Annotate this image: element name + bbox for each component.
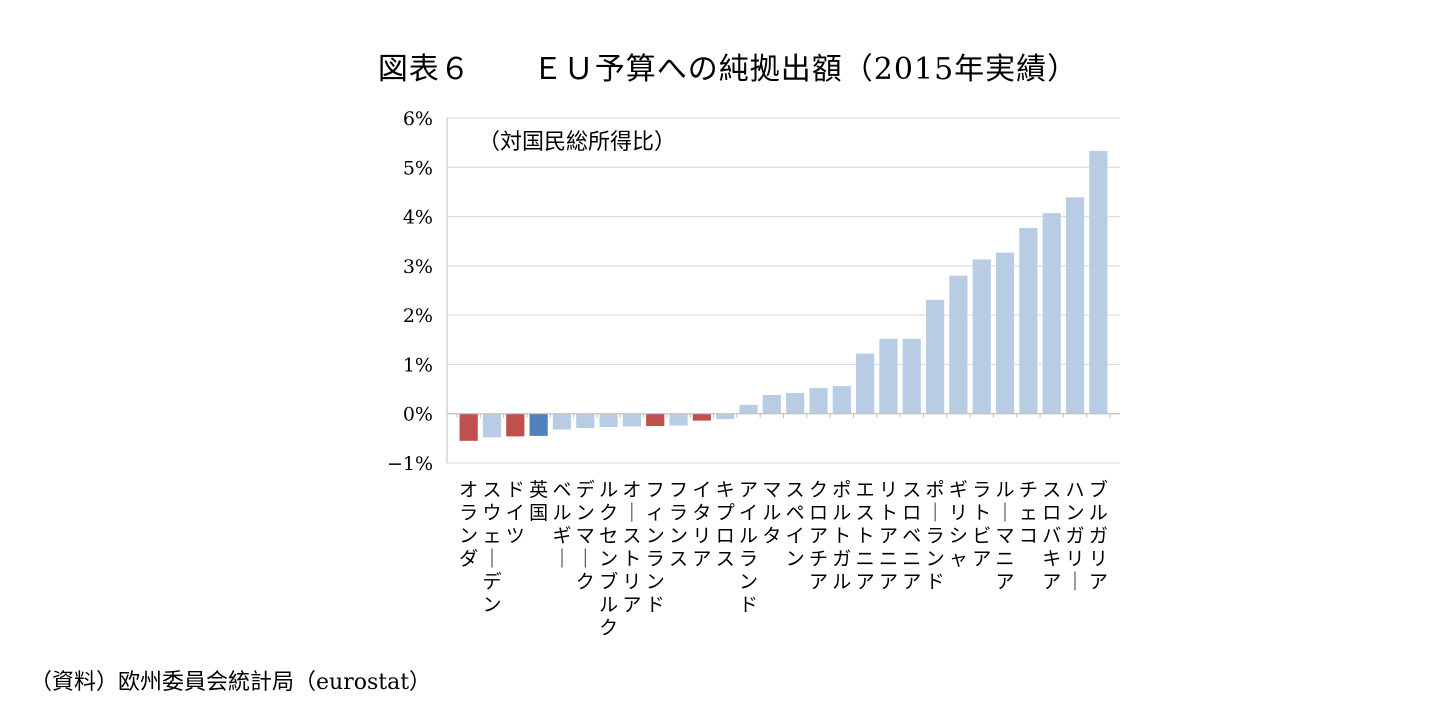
x-tick-label: リトアニア bbox=[879, 479, 898, 593]
x-tick-label: エストニア bbox=[856, 479, 875, 593]
x-tick-label: ギリシャ bbox=[949, 479, 968, 570]
bar bbox=[879, 338, 898, 414]
bar bbox=[506, 413, 525, 437]
bar bbox=[1065, 197, 1085, 414]
bar bbox=[925, 299, 945, 414]
bar bbox=[669, 413, 688, 426]
y-tick-label: 2% bbox=[403, 305, 433, 327]
x-tick-label: スウェ｜デン bbox=[482, 479, 501, 616]
y-tick-label: −1% bbox=[387, 453, 433, 475]
x-tick-label: ドイツ bbox=[506, 479, 525, 547]
bar bbox=[576, 413, 595, 429]
bar bbox=[1019, 227, 1038, 414]
source-note: （資料）欧州委員会統計局（eurostat） bbox=[30, 670, 432, 695]
chart-title: 図表６ ＥＵ予算への純拠出額（2015年実績） bbox=[377, 52, 1079, 87]
bar bbox=[949, 275, 968, 414]
bar bbox=[995, 252, 1015, 414]
x-tick-label: オランダ bbox=[459, 479, 478, 570]
y-tick-label: 6% bbox=[403, 108, 433, 130]
bar bbox=[716, 413, 735, 420]
bar bbox=[1089, 151, 1108, 414]
bar bbox=[856, 353, 875, 414]
x-tick-label: オ｜ストリア bbox=[622, 479, 641, 616]
x-tick-label: スペイン bbox=[786, 479, 805, 570]
bar bbox=[762, 394, 781, 414]
chart-annotation: （対国民総所得比） bbox=[478, 130, 676, 155]
x-tick-label: クロアチア bbox=[809, 479, 828, 593]
bar bbox=[692, 413, 711, 421]
x-tick-label: ポルトガル bbox=[832, 479, 851, 593]
gridlines bbox=[447, 117, 1120, 464]
x-tick-label: 英国 bbox=[529, 479, 548, 524]
y-tick-label: 0% bbox=[403, 404, 433, 426]
x-tick-label: デンマ｜ク bbox=[576, 479, 595, 593]
x-tick-label: スロバキア bbox=[1042, 479, 1061, 593]
bar bbox=[809, 388, 828, 414]
bar bbox=[459, 413, 478, 441]
bar bbox=[482, 413, 502, 438]
bar bbox=[529, 413, 548, 436]
axes bbox=[446, 118, 1120, 463]
y-tick-labels: 6% 5% 4% 3% 2% 1% 0% −1% bbox=[387, 108, 433, 475]
x-tick-label: キプロス bbox=[716, 479, 735, 570]
x-tick-label: チェコ bbox=[1019, 479, 1038, 547]
bars bbox=[459, 151, 1108, 441]
bar bbox=[972, 259, 991, 414]
x-tick-label: マルタ bbox=[762, 479, 781, 547]
x-tick-label: ポ｜ランド bbox=[926, 479, 945, 593]
x-tick-label: ラトビア bbox=[972, 479, 991, 570]
bar bbox=[552, 413, 572, 430]
bar bbox=[646, 413, 665, 427]
x-tick-label: フランス bbox=[669, 479, 688, 570]
bar bbox=[622, 413, 642, 427]
x-tick-label: イタリア bbox=[692, 479, 711, 570]
x-tick-label: スロベニア bbox=[902, 479, 921, 593]
bar bbox=[599, 413, 618, 428]
bar bbox=[739, 404, 758, 414]
x-tick-label: ベルギ｜ bbox=[552, 479, 571, 570]
y-tick-label: 3% bbox=[403, 256, 433, 278]
x-tick-label: ル｜マニア bbox=[996, 479, 1015, 593]
bar bbox=[832, 386, 851, 414]
x-tick-label: フィンランド bbox=[646, 479, 665, 616]
bar bbox=[786, 393, 805, 414]
y-tick-label: 5% bbox=[403, 157, 433, 179]
y-tick-label: 4% bbox=[403, 207, 433, 229]
bar bbox=[1042, 213, 1061, 414]
x-tick-label: アイルランド bbox=[739, 479, 758, 616]
x-tick-label: ハンガリ｜ bbox=[1066, 479, 1085, 593]
bar bbox=[902, 338, 921, 414]
x-tick-label: ルクセンブルク bbox=[599, 479, 618, 639]
x-tick-label: ブルガリア bbox=[1089, 478, 1108, 593]
y-tick-label: 1% bbox=[403, 354, 433, 376]
